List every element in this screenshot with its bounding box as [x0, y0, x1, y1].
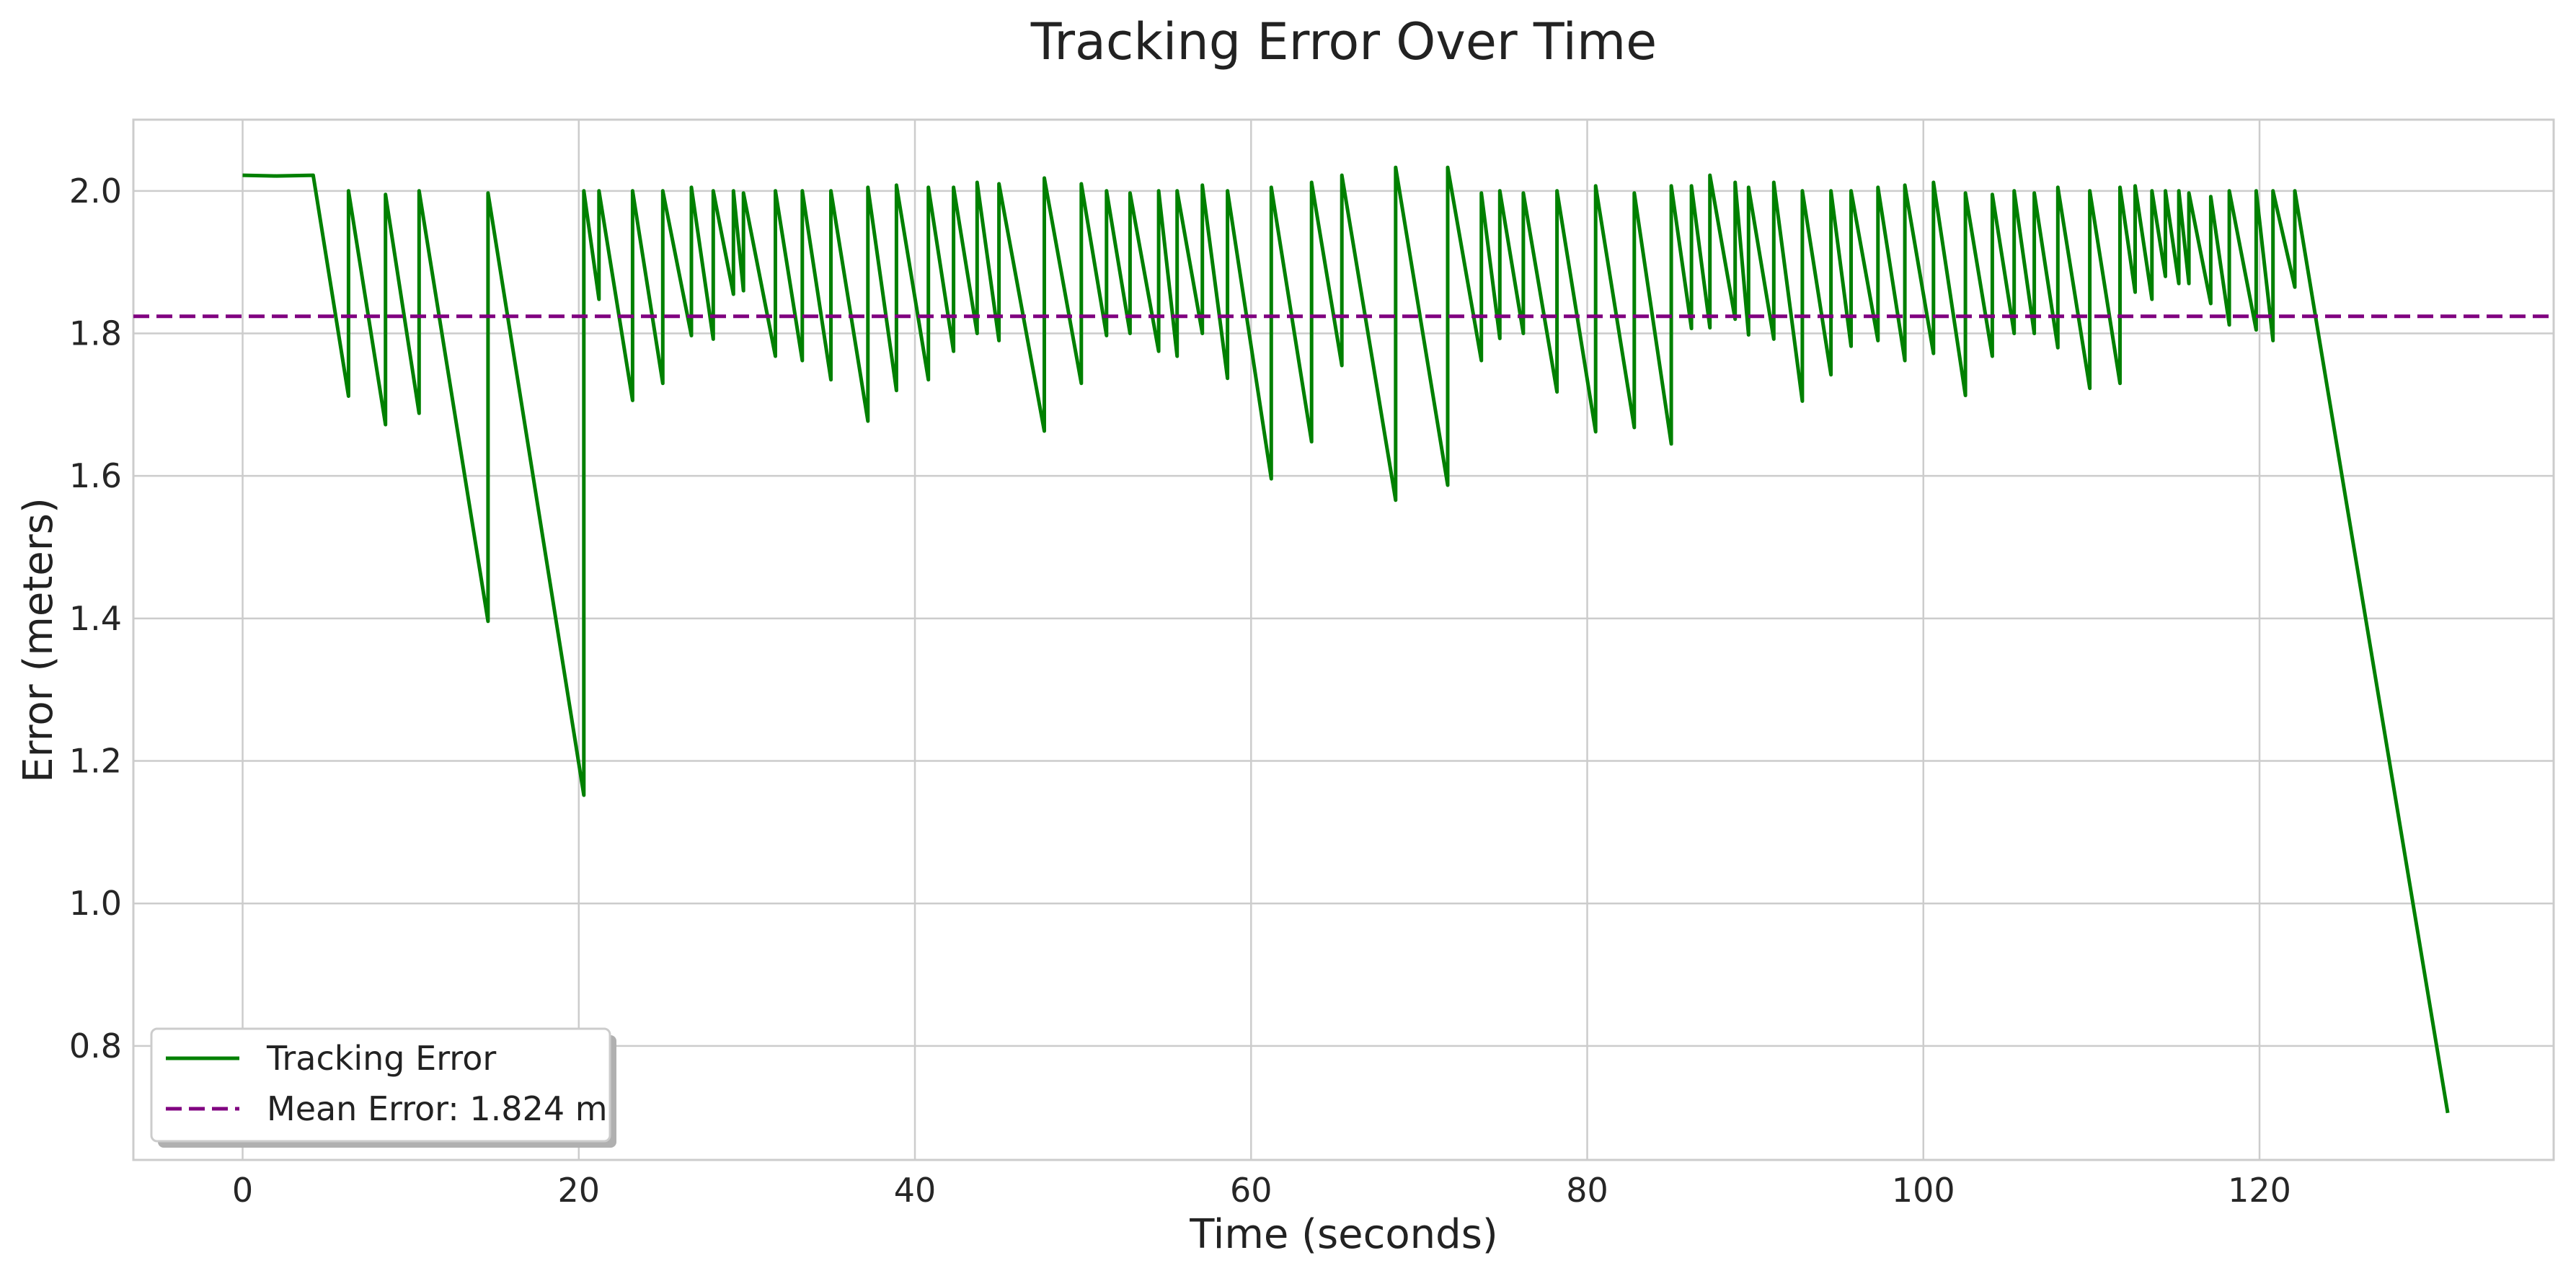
- y-tick-labels: 0.8 1.0 1.2 1.4 1.6 1.8 2.0: [69, 172, 122, 1065]
- x-tick-label: 0: [232, 1171, 253, 1210]
- legend-box: [150, 1027, 611, 1143]
- y-axis-label: Error (meters): [15, 497, 62, 783]
- x-tick-labels: 0 20 40 60 80 100 120: [232, 1171, 2291, 1210]
- y-tick-label: 1.2: [69, 742, 122, 781]
- series-layer: [133, 165, 2554, 1114]
- legend-label-mean: Mean Error: 1.824 m: [267, 1089, 608, 1128]
- x-axis-label: Time (seconds): [1189, 1211, 1497, 1258]
- x-tick-label: 100: [1892, 1171, 1955, 1210]
- y-tick-label: 2.0: [69, 172, 122, 211]
- y-tick-label: 1.0: [69, 884, 122, 923]
- x-tick-label: 80: [1566, 1171, 1608, 1210]
- legend-label-tracking: Tracking Error: [266, 1039, 496, 1078]
- y-tick-label: 1.6: [69, 456, 122, 495]
- x-tick-label: 120: [2228, 1171, 2291, 1210]
- chart-title: Tracking Error Over Time: [1030, 12, 1657, 71]
- grid-lines: [133, 120, 2554, 1160]
- y-tick-label: 1.4: [69, 599, 122, 638]
- y-tick-label: 1.8: [69, 314, 122, 353]
- x-tick-label: 20: [558, 1171, 601, 1210]
- y-tick-label: 0.8: [69, 1027, 122, 1065]
- x-tick-label: 60: [1230, 1171, 1272, 1210]
- x-tick-label: 40: [894, 1171, 937, 1210]
- legend: Tracking Error Mean Error: 1.824 m: [150, 1027, 616, 1148]
- series-line-tracking-error: [242, 165, 2450, 1114]
